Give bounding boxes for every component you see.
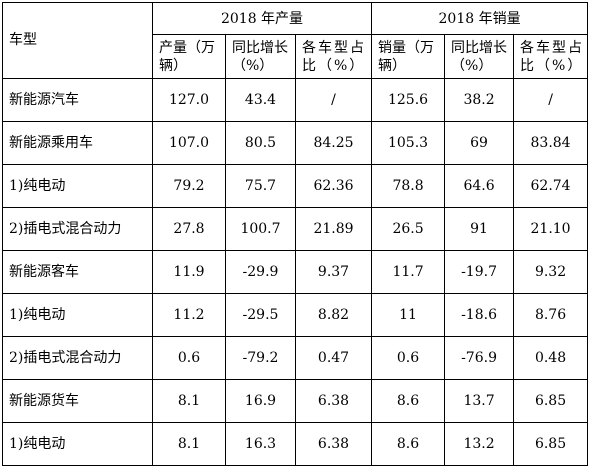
production-yoy-cell: 75.7 [225, 164, 296, 208]
table-header-row-top: 车型 2018 年产量 2018 年销量 [2, 2, 589, 79]
production-yoy-cell: -29.5 [225, 293, 296, 337]
sales-yoy-cell: 13.2 [444, 422, 515, 466]
sales-volume-cell: 125.6 [371, 78, 446, 122]
sales-yoy-cell: 13.7 [444, 379, 515, 423]
sales-yoy-cell: -19.7 [444, 250, 515, 294]
production-volume-cell: 8.1 [152, 422, 226, 466]
vehicle-type-header: 车型 [2, 2, 153, 79]
sales-yoy-cell: -18.6 [444, 293, 515, 337]
production-volume-cell: 127.0 [152, 78, 226, 122]
sales-share-cell: 21.10 [513, 207, 589, 251]
production-volume-cell: 8.1 [152, 379, 226, 423]
row-label: 新能源乘用车 [2, 121, 153, 165]
production-yoy-cell: 43.4 [225, 78, 296, 122]
production-share-cell: 62.36 [294, 164, 373, 208]
production-volume-cell: 11.2 [152, 293, 226, 337]
sales-share-cell: 8.76 [513, 293, 589, 337]
sales-yoy-cell: 64.6 [444, 164, 515, 208]
production-share-cell: 21.89 [294, 207, 373, 251]
production-yoy-cell: -29.9 [225, 250, 296, 294]
sales-share-cell: 0.48 [513, 336, 589, 380]
sales-volume-cell: 8.6 [371, 422, 446, 466]
production-volume-header: 产量（万辆） [152, 34, 226, 79]
production-yoy-header: 同比增长（%） [225, 34, 296, 79]
production-share-cell: / [294, 78, 373, 122]
production-yoy-cell: 16.9 [225, 379, 296, 423]
production-volume-cell: 107.0 [152, 121, 226, 165]
production-volume-cell: 79.2 [152, 164, 226, 208]
sales-volume-cell: 11.7 [371, 250, 446, 294]
sales-share-cell: / [513, 78, 589, 122]
row-label: 2)插电式混合动力 [2, 207, 153, 251]
row-label: 新能源汽车 [2, 78, 153, 122]
production-share-cell: 0.47 [294, 336, 373, 380]
table-row: 新能源乘用车 107.0 80.5 84.25 105.3 69 83.84 [2, 121, 589, 165]
production-volume-cell: 0.6 [152, 336, 226, 380]
sales-volume-cell: 0.6 [371, 336, 446, 380]
table-row: 2)插电式混合动力 0.6 -79.2 0.47 0.6 -76.9 0.48 [2, 336, 589, 380]
production-share-cell: 6.38 [294, 379, 373, 423]
sales-volume-cell: 105.3 [371, 121, 446, 165]
row-label: 1)纯电动 [2, 164, 153, 208]
sales-share-header: 各车型占比（%） [513, 34, 589, 79]
sales-share-cell: 9.32 [513, 250, 589, 294]
sales-volume-cell: 78.8 [371, 164, 446, 208]
production-yoy-cell: 100.7 [225, 207, 296, 251]
table-body: 新能源汽车 127.0 43.4/125.6 38.2/新能源乘用车 107.0 80.5… [2, 78, 589, 466]
sales-2018-header: 2018 年销量 [371, 2, 589, 35]
sales-yoy-header: 同比增长（%） [444, 34, 515, 79]
production-volume-cell: 27.8 [152, 207, 226, 251]
production-share-cell: 6.38 [294, 422, 373, 466]
production-yoy-cell: -79.2 [225, 336, 296, 380]
sales-share-cell: 6.85 [513, 379, 589, 423]
row-label: 新能源货车 [2, 379, 153, 423]
row-label: 2)插电式混合动力 [2, 336, 153, 380]
production-share-cell: 8.82 [294, 293, 373, 337]
production-volume-cell: 11.9 [152, 250, 226, 294]
production-yoy-cell: 16.3 [225, 422, 296, 466]
production-2018-header: 2018 年产量 [151, 2, 373, 35]
sales-share-cell: 83.84 [513, 121, 589, 165]
table-header-row-sub: 产量（万辆） 同比增长（%） 各车型占比（%） 销量（万辆） 同比增长（%） 各… [3, 34, 589, 79]
production-share-cell: 84.25 [294, 121, 373, 165]
sales-share-cell: 6.85 [513, 422, 589, 466]
sales-yoy-cell: 91 [444, 207, 515, 251]
sales-yoy-cell: 69 [444, 121, 515, 165]
row-label: 1)纯电动 [2, 293, 153, 337]
table-row: 新能源货车 8.1 16.9 6.38 8.6 13.7 6.85 [2, 379, 589, 423]
production-yoy-cell: 80.5 [225, 121, 296, 165]
production-share-header: 各车型占比（%） [294, 34, 373, 79]
table-row: 2)插电式混合动力 27.8 100.7 21.89 26.5 91 21.10 [2, 207, 589, 251]
table-row: 新能源汽车 127.0 43.4/125.6 38.2/ [2, 78, 589, 122]
sales-volume-header: 销量（万辆） [371, 34, 446, 79]
sales-volume-cell: 8.6 [371, 379, 446, 423]
sales-yoy-cell: -76.9 [444, 336, 515, 380]
row-label: 1)纯电动 [2, 422, 153, 466]
table-row: 1)纯电动 8.1 16.3 6.38 8.6 13.2 6.85 [2, 422, 589, 466]
sales-volume-cell: 26.5 [371, 207, 446, 251]
sales-volume-cell: 11 [371, 293, 446, 337]
sales-yoy-cell: 38.2 [444, 78, 515, 122]
table-row: 1)纯电动 79.2 75.7 62.36 78.8 64.6 62.74 [2, 164, 589, 208]
production-share-cell: 9.37 [294, 250, 373, 294]
row-label: 新能源客车 [2, 250, 153, 294]
table-row: 1)纯电动 11.2 -29.5 8.82 11 -18.6 8.76 [2, 293, 589, 337]
table-row: 新能源客车 11.9 -29.9 9.37 11.7 -19.7 9.32 [2, 250, 589, 294]
sales-share-cell: 62.74 [513, 164, 589, 208]
